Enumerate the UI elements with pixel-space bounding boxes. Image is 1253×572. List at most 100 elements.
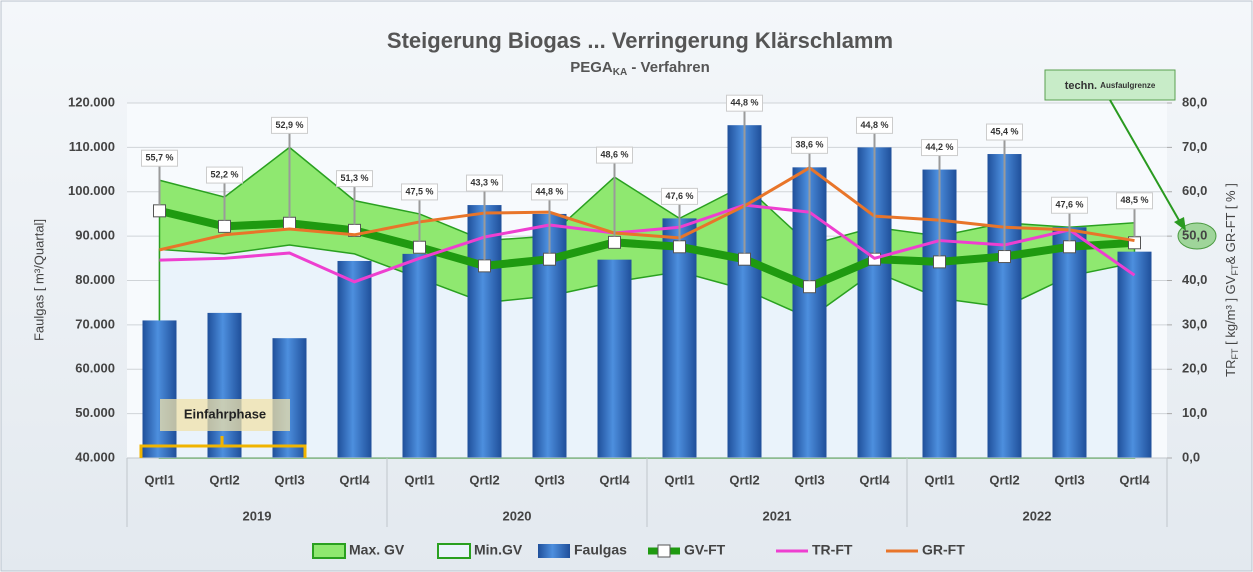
year-label: 2020	[503, 508, 532, 523]
legend-label: Max. GV	[349, 542, 405, 558]
legend-label: Min.GV	[474, 542, 523, 558]
x-tick-label: Qrtl1	[144, 472, 174, 487]
marker	[738, 252, 751, 266]
legend-marker	[657, 544, 671, 558]
data-label: 48,5 %	[1120, 195, 1148, 205]
label-box	[986, 123, 1023, 141]
marker	[413, 240, 426, 254]
subtitle-sub: KA	[613, 67, 627, 78]
x-tick-label: Qrtl1	[924, 472, 954, 487]
x-tick-label: Qrtl1	[404, 472, 434, 487]
data-label: 55,7 %	[145, 153, 173, 163]
bar	[337, 260, 372, 458]
bar	[1117, 251, 1152, 458]
y-tick-label: 120.000	[68, 94, 115, 109]
y2-tick-label: 80,0	[1182, 94, 1207, 109]
y2-tick-label: 0,0	[1182, 449, 1200, 464]
y-tick-label: 110.000	[69, 139, 115, 154]
line	[159, 203, 1136, 284]
label-box	[791, 136, 828, 154]
data-label: 48,6 %	[600, 149, 628, 159]
x-tick-label: Qrtl3	[1054, 472, 1084, 487]
y2-tick-label: 50,0	[1182, 228, 1207, 243]
y2-tick-label: 60,0	[1182, 183, 1207, 198]
legend: Max. GV Min.GV Faulgas GV-FT TR-FT GR-FT	[312, 542, 965, 559]
label-box	[206, 166, 243, 184]
highlight-ellipse	[1177, 222, 1217, 250]
annotation-part: techn.	[1065, 80, 1097, 92]
y-tick-label: 50.000	[75, 405, 115, 420]
data-label: 38,6 %	[795, 140, 823, 150]
chart-subtitle: PEGAKA - Verfahren	[570, 59, 710, 78]
subtitle-part: - Verfahren	[627, 59, 710, 76]
arrow-head	[1174, 217, 1186, 231]
legend-label: TR-FT	[812, 542, 853, 558]
data-label: 47,6 %	[1055, 200, 1083, 210]
x-tick-label: Qrtl2	[989, 472, 1019, 487]
marker	[283, 216, 296, 230]
bar	[207, 312, 242, 458]
x-tick-label: Qrtl4	[859, 472, 890, 487]
x-tick-label: Qrtl3	[274, 472, 304, 487]
label-box	[1116, 192, 1153, 210]
annotations: techn. Ausfaulgrenze Einfahrphase 0,0 10,…	[139, 69, 1217, 464]
label-box	[856, 116, 893, 134]
y-tick-label: 40.000	[75, 449, 115, 464]
data-label: 45,4 %	[990, 126, 1018, 136]
data-label: 43,3 %	[470, 177, 498, 187]
bar	[272, 338, 307, 458]
legend-swatch	[437, 543, 471, 559]
bar	[597, 259, 632, 458]
phase-label: Einfahrphase	[184, 406, 266, 421]
line	[159, 166, 1135, 252]
line	[158, 206, 1135, 291]
chart-title: Steigerung Biogas ... Verringerung Klärs…	[387, 28, 893, 53]
annotation-box	[1044, 69, 1176, 101]
marker	[998, 250, 1011, 264]
x-tick-label: Qrtl4	[599, 472, 630, 487]
x-tick-label: Qrtl4	[339, 472, 370, 487]
y-tick-label: 60.000	[75, 361, 115, 376]
phase-box	[160, 399, 290, 431]
data-label: 44,2 %	[925, 142, 953, 152]
year-label: 2022	[1023, 508, 1052, 523]
x-tick-label: Qrtl4	[1119, 472, 1150, 487]
label-box	[921, 139, 958, 157]
y-tick-label: 70.000	[75, 316, 115, 331]
data-label: 44,8 %	[730, 98, 758, 108]
y2-label-sub: FT	[1230, 348, 1240, 359]
label-box	[466, 174, 503, 192]
year-label: 2019	[243, 508, 272, 523]
y2-tick-label: 20,0	[1182, 361, 1207, 376]
legend-label: GV-FT	[684, 542, 726, 558]
y2-axis-label: TRFT [ kg/m³ ] GVFT& GR-FT [ % ]	[1223, 183, 1240, 377]
annotation-part: Ausfaulgrenze	[1100, 81, 1156, 90]
legend-swatch	[538, 544, 570, 558]
phase-bracket	[139, 436, 307, 458]
label-box	[531, 183, 568, 201]
x-tick-label: Qrtl3	[794, 472, 824, 487]
x-tick-label: Qrtl3	[534, 472, 564, 487]
data-label: 47,5 %	[405, 186, 433, 196]
y2-tick-label: 40,0	[1182, 272, 1207, 287]
marker	[543, 252, 556, 266]
y2-tick-label: 70,0	[1182, 139, 1207, 154]
y2-label-part: TR	[1223, 360, 1238, 377]
annotation: techn. Ausfaulgrenze	[1065, 80, 1156, 92]
y2-label-part: [ kg/m³ ] GV	[1223, 275, 1238, 348]
legend-label: Faulgas	[574, 542, 627, 558]
subtitle-part: PEGA	[570, 59, 613, 76]
data-label: 47,6 %	[665, 191, 693, 201]
label-box	[141, 149, 178, 167]
marker	[933, 255, 946, 269]
marker	[803, 280, 816, 294]
annotation-arrow	[1109, 99, 1181, 223]
y2-label-part: & GR-FT [ % ]	[1223, 183, 1238, 264]
legend-label: GR-FT	[922, 542, 965, 558]
label-box	[336, 170, 373, 188]
data-label: 44,8 %	[860, 120, 888, 130]
marker	[478, 259, 491, 273]
y-tick-label: 100.000	[68, 183, 115, 198]
label-box	[271, 116, 308, 134]
bar	[662, 218, 697, 458]
